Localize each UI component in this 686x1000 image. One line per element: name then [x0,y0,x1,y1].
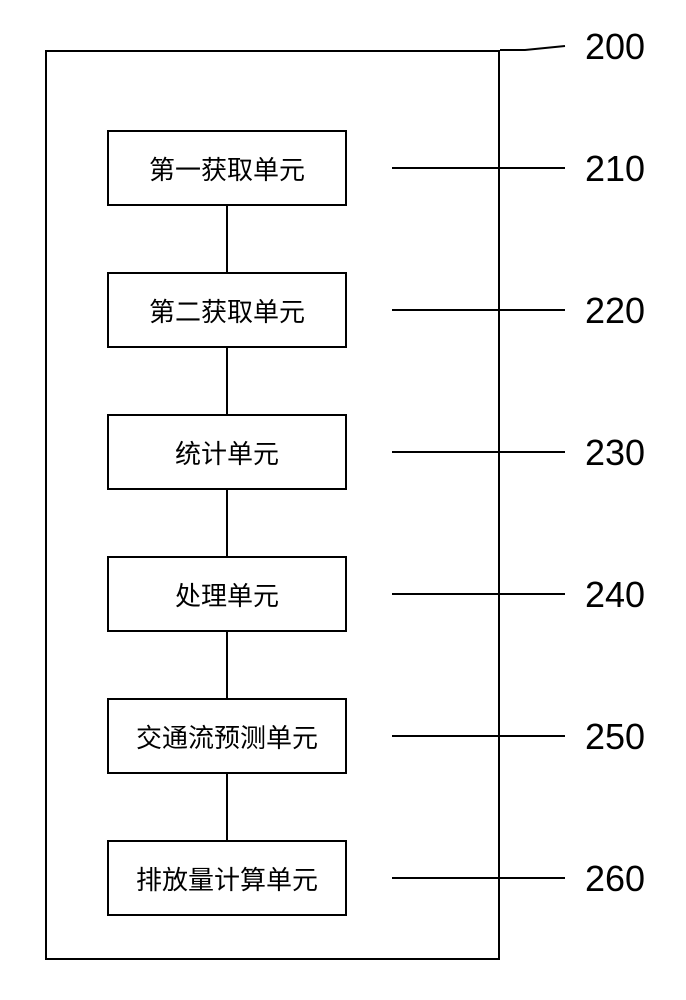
block-second-acquire: 第二获取单元 [107,272,347,348]
ref-label-260: 260 [585,858,645,900]
block-label: 统计单元 [175,434,279,471]
block-statistics: 统计单元 [107,414,347,490]
ref-label-210: 210 [585,148,645,190]
ref-label-container: 200 [585,26,645,68]
block-processing: 处理单元 [107,556,347,632]
ref-label-220: 220 [585,290,645,332]
block-label: 处理单元 [175,576,279,613]
block-traffic-prediction: 交通流预测单元 [107,698,347,774]
block-label: 第二获取单元 [149,292,305,329]
block-label: 第一获取单元 [149,150,305,187]
block-emission-calc: 排放量计算单元 [107,840,347,916]
block-first-acquire: 第一获取单元 [107,130,347,206]
connector [226,632,228,698]
ref-label-240: 240 [585,574,645,616]
ref-label-230: 230 [585,432,645,474]
connector [226,774,228,840]
ref-label-250: 250 [585,716,645,758]
connector [226,490,228,556]
block-label: 交通流预测单元 [136,718,318,755]
block-label: 排放量计算单元 [136,860,318,897]
connector [226,348,228,414]
connector [226,206,228,272]
